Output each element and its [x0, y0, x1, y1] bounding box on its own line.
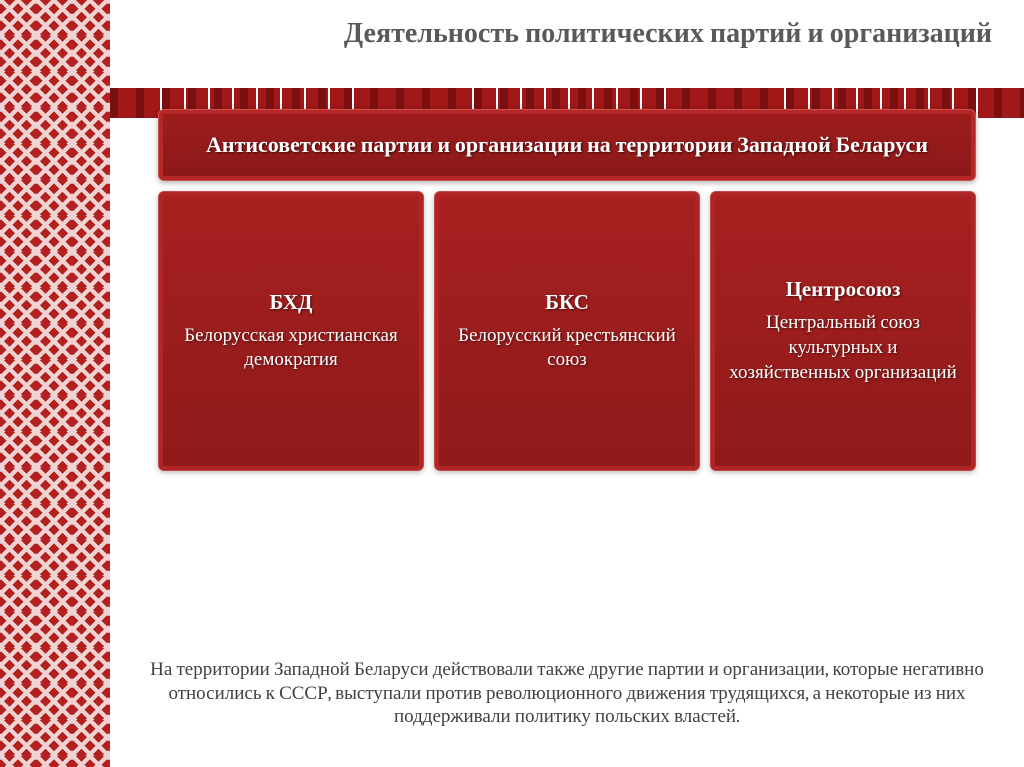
ornament-left-band: [0, 0, 110, 767]
footnote-text: На территории Западной Беларуси действов…: [134, 658, 1000, 729]
diagram: Антисоветские партии и организации на те…: [134, 109, 1000, 471]
cards-row: БХД Белорусская христианская демократия …: [158, 191, 976, 471]
card-bks: БКС Белорусский крестьянский союз: [434, 191, 700, 471]
ornament-pattern: [0, 0, 110, 767]
card-full: Белорусская христианская демократия: [175, 323, 407, 372]
card-full: Центральный союз культурных и хозяйствен…: [727, 310, 959, 384]
page-title: Деятельность политических партий и орган…: [134, 0, 1000, 49]
card-abbr: Центросоюз: [786, 277, 901, 302]
card-bhd: БХД Белорусская христианская демократия: [158, 191, 424, 471]
slide-content: Деятельность политических партий и орган…: [110, 0, 1024, 767]
diagram-header: Антисоветские партии и организации на те…: [158, 109, 976, 181]
card-abbr: БХД: [270, 290, 313, 315]
card-centrosoyuz: Центросоюз Центральный союз культурных и…: [710, 191, 976, 471]
card-abbr: БКС: [545, 290, 589, 315]
card-full: Белорусский крестьянский союз: [451, 323, 683, 372]
